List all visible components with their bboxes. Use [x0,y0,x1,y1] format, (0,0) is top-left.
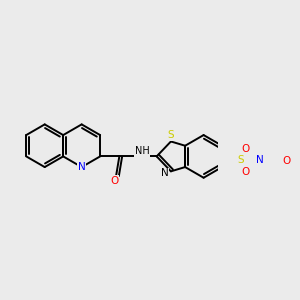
Text: N: N [256,154,264,165]
Text: N: N [160,169,168,178]
Text: NH: NH [135,146,149,156]
Text: S: S [168,130,174,140]
Text: S: S [238,155,244,165]
Text: N: N [78,162,86,172]
Text: O: O [242,144,250,154]
Text: O: O [242,167,250,177]
Text: O: O [283,156,291,166]
Text: O: O [110,176,118,186]
